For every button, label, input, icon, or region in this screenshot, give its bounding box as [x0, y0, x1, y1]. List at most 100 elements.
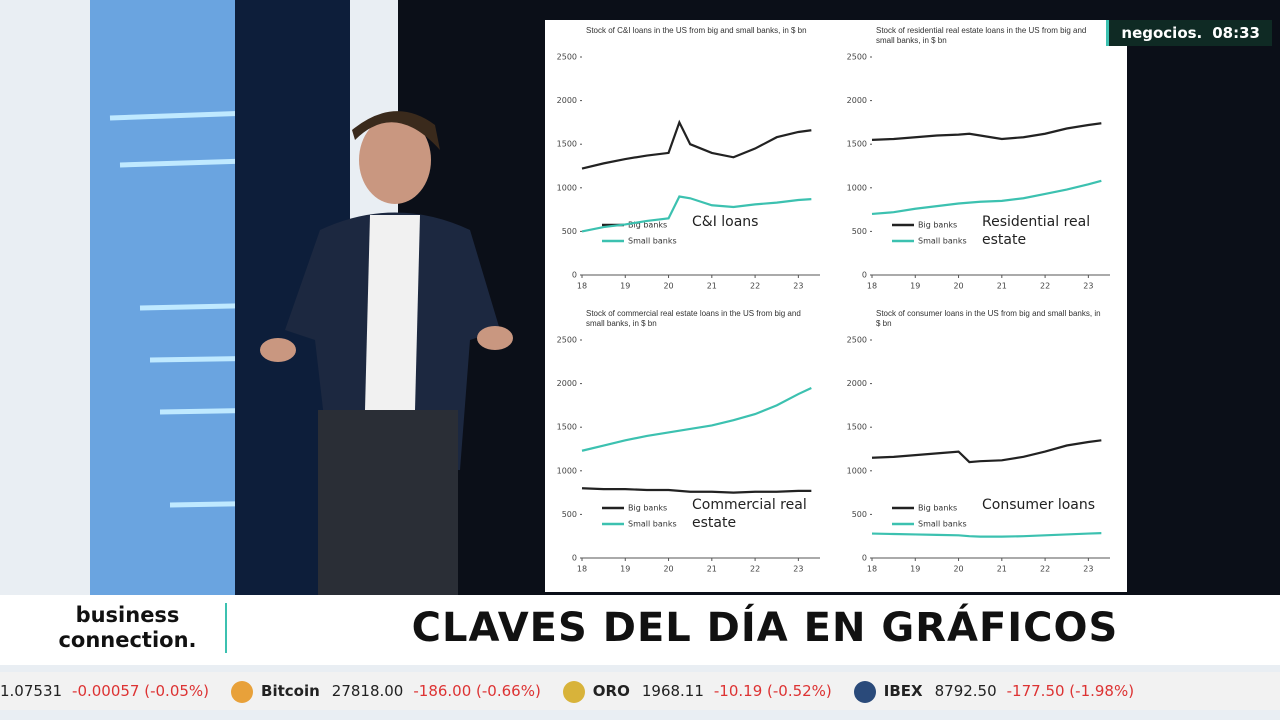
x-tick-label: 23 — [1083, 282, 1093, 291]
x-tick-label: 22 — [1040, 565, 1050, 574]
series-line — [871, 179, 1102, 216]
x-tick-label: 20 — [953, 282, 963, 291]
annotation-box: Commercial real estate — [692, 497, 807, 531]
chart-screen — [545, 20, 1127, 592]
x-tick-label: 23 — [793, 282, 803, 291]
series-line — [581, 487, 812, 494]
chart-annotation: Consumer loans — [982, 497, 1096, 513]
y-tick-label: 2500 — [847, 53, 867, 62]
x-tick-label: 19 — [620, 282, 630, 291]
channel-badge: negocios. 08:33 — [1106, 20, 1272, 46]
x-tick-label: 22 — [1040, 282, 1050, 291]
x-tick-label: 18 — [867, 565, 877, 574]
annotation-box: C&I loans — [692, 214, 759, 230]
x-tick-label: 20 — [663, 282, 673, 291]
x-tick-label: 21 — [707, 565, 717, 574]
ticker-change: -10.19 (-0.52%) — [713, 682, 832, 700]
series-line — [581, 386, 812, 452]
y-tick-label: 500 — [852, 510, 867, 519]
x-tick-label: 23 — [793, 565, 803, 574]
y-tick-label: 2000 — [847, 96, 867, 105]
ticker-name: IBEX — [883, 682, 923, 700]
chart-title-box: Stock of consumer loans in the US from b… — [876, 309, 1101, 328]
ticker: 1.07531 -0.00057 (-0.05%) Bitcoin 27818.00-… — [0, 672, 1280, 710]
channel-name: negocios. — [1121, 24, 1203, 42]
ticker-change: -0.00057 (-0.05%) — [72, 682, 210, 700]
x-tick-label: 21 — [707, 282, 717, 291]
ticker-change: -177.50 (-1.98%) — [1006, 682, 1135, 700]
y-tick-label: 2500 — [557, 336, 577, 345]
legend-label: Big banks — [918, 504, 957, 513]
y-tick-label: 0 — [862, 554, 867, 563]
legend-label: Small banks — [918, 237, 967, 246]
x-tick-label: 19 — [620, 565, 630, 574]
legend-label: Big banks — [918, 221, 957, 230]
series-line — [581, 119, 812, 170]
ticker-icon — [853, 680, 876, 703]
y-tick-label: 1500 — [557, 140, 577, 149]
annotation-box: Residential real estate — [982, 214, 1091, 248]
chart-annotation: Commercial real estate — [692, 497, 807, 531]
ticker-name: Bitcoin — [261, 682, 320, 700]
ticker-price: 1968.11 — [641, 682, 704, 700]
headline: CLAVES DEL DÍA EN GRÁFICOS — [411, 605, 1119, 651]
legend-label: Big banks — [628, 504, 667, 513]
series-line — [581, 195, 812, 233]
y-tick-label: 500 — [562, 227, 577, 236]
ticker-icon — [562, 680, 585, 703]
ticker-change: -186.00 (-0.66%) — [413, 682, 541, 700]
x-tick-label: 19 — [910, 565, 920, 574]
y-tick-label: 0 — [572, 271, 577, 280]
y-tick-label: 0 — [862, 271, 867, 280]
y-tick-label: 1000 — [557, 466, 577, 475]
ticker-item: 1.07531 -0.00057 (-0.05%) — [0, 672, 209, 710]
ticker-price: 1.07531 — [0, 682, 63, 700]
x-tick-label: 18 — [577, 565, 587, 574]
ticker-name: ORO — [592, 682, 630, 700]
series-line — [871, 532, 1102, 538]
chart-title: Stock of consumer loans in the US from b… — [876, 309, 1101, 328]
show-name: business connection. — [40, 603, 227, 653]
y-tick-label: 1500 — [557, 423, 577, 432]
x-tick-label: 18 — [577, 282, 587, 291]
ticker-price: 8792.50 — [934, 682, 997, 700]
x-tick-label: 22 — [750, 565, 760, 574]
lower-third: business connection. CLAVES DEL DÍA EN G… — [0, 595, 1280, 665]
legend-label: Big banks — [628, 221, 667, 230]
x-tick-label: 21 — [997, 565, 1007, 574]
chart-title-box: Stock of C&I loans in the US from big an… — [586, 26, 807, 35]
chart-annotation: Residential real estate — [982, 214, 1091, 248]
chart-title-box: Stock of residential real estate loans i… — [876, 26, 1087, 45]
chart-annotation: C&I loans — [692, 214, 759, 230]
presenter — [260, 111, 513, 595]
y-tick-label: 1000 — [557, 183, 577, 192]
y-tick-label: 1000 — [847, 183, 867, 192]
y-tick-label: 1000 — [847, 466, 867, 475]
x-tick-label: 23 — [1083, 565, 1093, 574]
series-line — [871, 439, 1102, 464]
x-tick-label: 20 — [663, 565, 673, 574]
y-tick-label: 2000 — [557, 96, 577, 105]
legend-label: Small banks — [918, 520, 967, 529]
y-tick-label: 1500 — [847, 140, 867, 149]
series-line — [871, 122, 1102, 141]
chart-title: Stock of residential real estate loans i… — [876, 26, 1087, 45]
y-tick-label: 2000 — [847, 379, 867, 388]
ticker-item: ORO 1968.11 -10.19 (-0.52%) — [562, 672, 832, 710]
y-tick-label: 2000 — [557, 379, 577, 388]
y-tick-label: 1500 — [847, 423, 867, 432]
x-tick-label: 18 — [867, 282, 877, 291]
y-tick-label: 2500 — [557, 53, 577, 62]
legend-label: Small banks — [628, 237, 677, 246]
x-tick-label: 19 — [910, 282, 920, 291]
chart-title-box: Stock of commercial real estate loans in… — [586, 309, 801, 328]
ticker-icon — [231, 680, 254, 703]
annotation-box: Consumer loans — [982, 497, 1096, 513]
ticker-item: IBEX 8792.50 -177.50 (-1.98%) — [853, 672, 1135, 710]
ticker-item: Bitcoin 27818.00 -186.00 (-0.66%) — [231, 672, 541, 710]
x-tick-label: 20 — [953, 565, 963, 574]
